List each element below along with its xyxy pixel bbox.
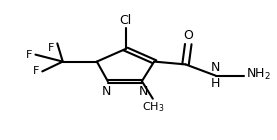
- Text: NH$_2$: NH$_2$: [246, 67, 271, 82]
- Text: F: F: [33, 66, 40, 76]
- Text: O: O: [183, 29, 193, 42]
- Text: N: N: [102, 85, 111, 98]
- Text: N: N: [211, 60, 220, 74]
- Text: Cl: Cl: [119, 14, 132, 27]
- Text: N: N: [138, 85, 148, 98]
- Text: F: F: [26, 50, 33, 60]
- Text: H: H: [211, 77, 220, 90]
- Text: F: F: [48, 43, 55, 53]
- Text: CH$_3$: CH$_3$: [142, 100, 164, 114]
